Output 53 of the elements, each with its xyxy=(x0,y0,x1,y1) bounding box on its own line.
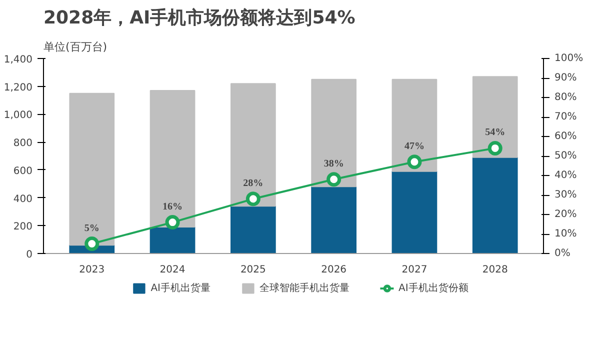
bar xyxy=(69,92,115,246)
y-tick-label: 0 xyxy=(26,250,33,260)
data-label: 5% xyxy=(84,222,100,234)
bar xyxy=(150,90,196,228)
y-axis-title: 单位(百万台) xyxy=(44,40,108,54)
point xyxy=(407,154,422,170)
y-tick-label: 1,200 xyxy=(4,82,33,94)
point xyxy=(326,172,342,187)
y-tick-label: 200 xyxy=(13,222,33,233)
bar xyxy=(311,186,356,254)
chart-title: 2028年，AI手机市场份额将达到54% xyxy=(44,8,356,28)
x-tick-label: 2025 xyxy=(240,264,266,276)
bar xyxy=(472,76,518,158)
bar xyxy=(230,206,276,254)
legend-label: AI手机出货份额 xyxy=(398,282,468,295)
point xyxy=(246,192,260,206)
data-label: 54% xyxy=(485,127,506,138)
x-tick-label: 2023 xyxy=(79,264,105,276)
bar xyxy=(472,156,518,254)
y2-tick-label: 100% xyxy=(554,53,584,64)
y-tick-label: 1,000 xyxy=(4,110,33,122)
x-tick-label: 2026 xyxy=(321,264,347,276)
bar xyxy=(150,226,196,254)
y2-tick-label: 20% xyxy=(554,209,577,220)
y2-tick-label: 50% xyxy=(554,150,577,162)
bar xyxy=(392,78,438,172)
y2-tick-label: 40% xyxy=(554,170,577,181)
legend-label: AI手机出货量 xyxy=(150,282,210,295)
y-tick-label: 1,400 xyxy=(4,54,33,66)
legend-label: 全球智能手机出货量 xyxy=(260,282,350,295)
point xyxy=(165,215,180,230)
y2-tick-label: 70% xyxy=(554,112,577,122)
data-label: 38% xyxy=(324,158,344,170)
bar xyxy=(230,83,276,207)
bar xyxy=(392,170,438,254)
y-tick-label: 800 xyxy=(13,138,33,150)
point xyxy=(488,140,502,156)
x-tick-label: 2027 xyxy=(402,264,428,276)
y2-tick-label: 80% xyxy=(554,92,577,103)
data-label: 16% xyxy=(162,201,183,212)
y2-tick-label: 0% xyxy=(554,248,570,259)
data-label: 47% xyxy=(404,140,424,152)
bar xyxy=(311,78,356,188)
y-tick-label: 600 xyxy=(13,166,33,177)
point xyxy=(84,236,100,251)
x-tick-label: 2024 xyxy=(160,264,186,276)
y2-tick-label: 10% xyxy=(554,228,577,240)
y-tick-label: 400 xyxy=(13,194,33,205)
y2-tick-label: 60% xyxy=(554,131,577,142)
data-label: 28% xyxy=(243,178,264,189)
y2-tick-label: 90% xyxy=(554,72,577,84)
x-tick-label: 2028 xyxy=(482,264,508,276)
y2-tick-label: 30% xyxy=(554,190,577,200)
